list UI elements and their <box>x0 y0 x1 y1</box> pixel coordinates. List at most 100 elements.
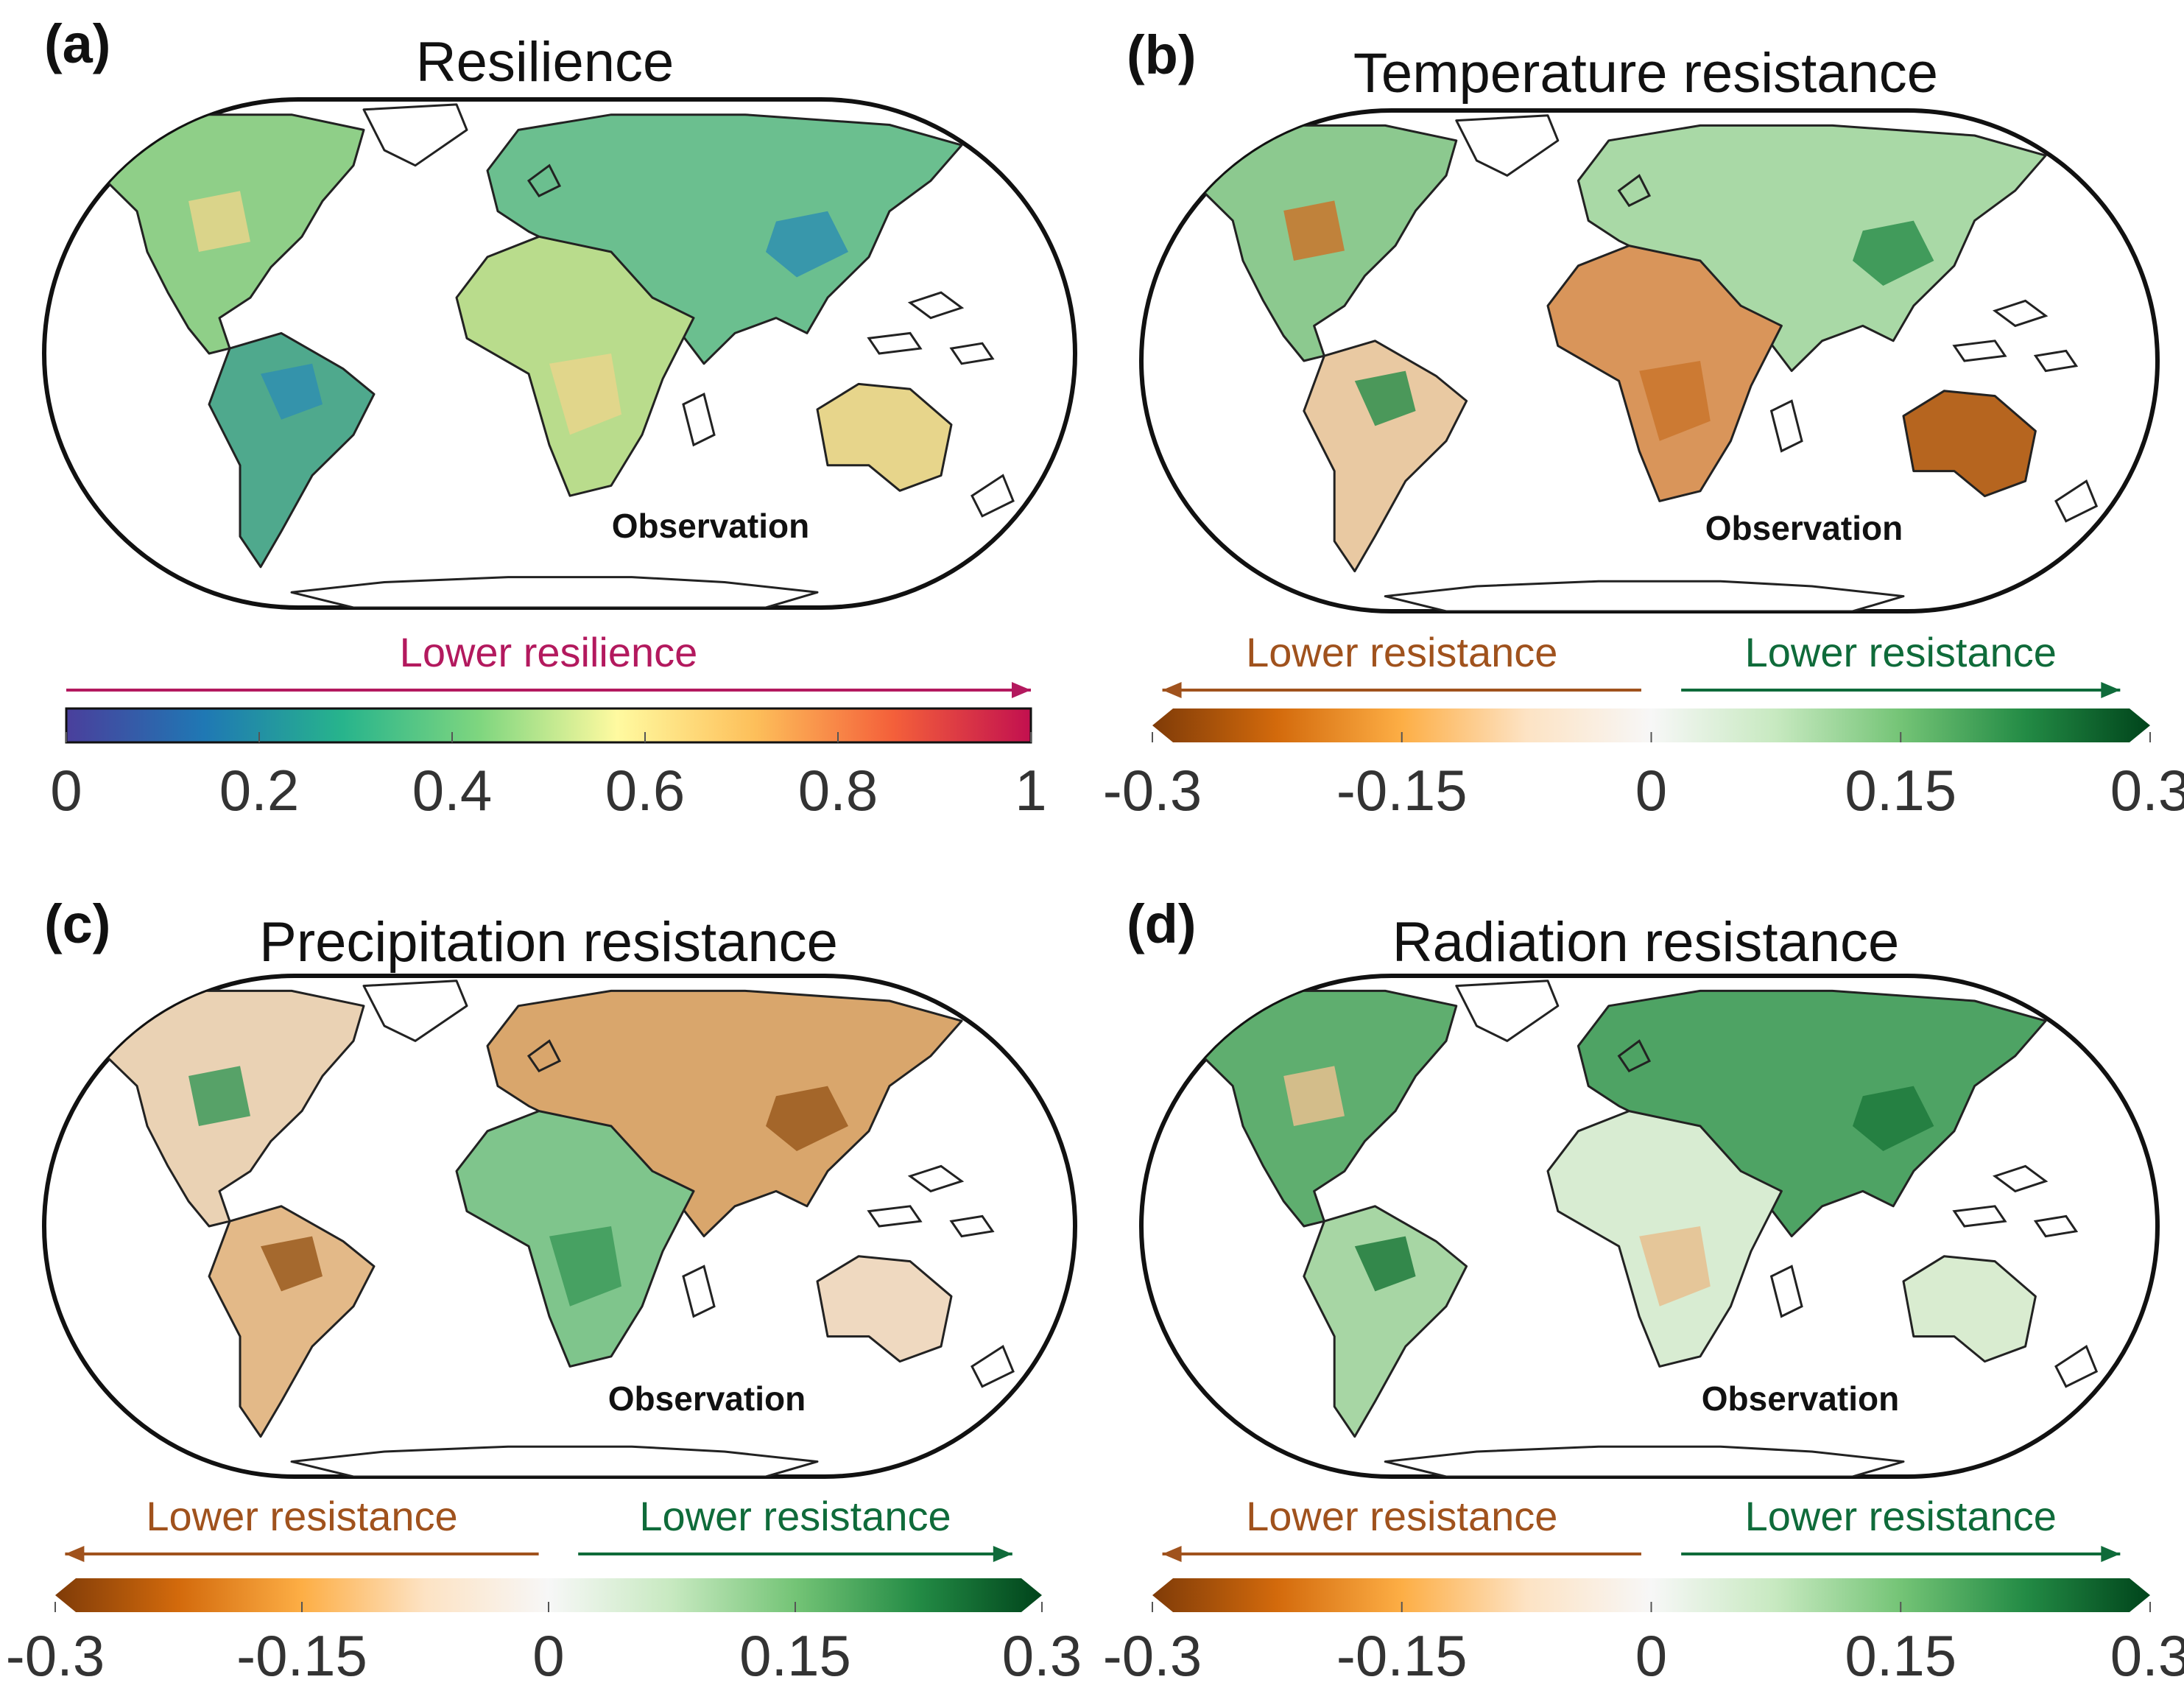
island-outline <box>682 1265 716 1318</box>
value-patch <box>261 363 323 420</box>
value-patch <box>1354 370 1416 426</box>
value-patch <box>549 1226 621 1307</box>
island-outline <box>2054 479 2099 523</box>
landmass-australia <box>816 1255 953 1363</box>
arrow-head <box>2101 1546 2121 1562</box>
colorbar-tick-label: 0.3 <box>2110 758 2184 823</box>
arrow-label: Lower resistance <box>1745 629 2057 675</box>
island-outline <box>526 1039 562 1073</box>
arrow-head <box>1162 1546 1182 1562</box>
colorbar-tick-label: 0.8 <box>798 758 878 823</box>
landmass-south-america <box>1303 340 1468 573</box>
island-outline <box>867 331 923 355</box>
island-outline <box>1617 174 1652 208</box>
value-patch <box>261 1236 323 1292</box>
landmass-greenland <box>1455 114 1560 177</box>
value-patch <box>1639 361 1711 441</box>
map-layer <box>1201 980 2099 1477</box>
colorbar-tick-label: 0.3 <box>1002 1623 1082 1688</box>
panel-title: Temperature resistance <box>1353 42 1938 105</box>
colorbar-tick-label: 0.15 <box>739 1623 851 1688</box>
colorbar-tick-label: 0 <box>532 1623 564 1688</box>
colorbar-tick-label: -0.15 <box>236 1623 367 1688</box>
value-patch <box>549 354 621 435</box>
landmass-south-america <box>1303 1205 1468 1438</box>
landmass-greenland <box>362 103 468 167</box>
arrow-label: Lower resilience <box>400 629 698 675</box>
arrow-head <box>1162 682 1182 698</box>
arrow-label: Lower resistance <box>1246 629 1557 675</box>
value-patch <box>1639 1226 1711 1307</box>
island-outline <box>867 1205 923 1228</box>
colorbar <box>65 707 1032 744</box>
island-outline <box>1952 1205 2007 1228</box>
island-outline <box>526 163 562 198</box>
panel-title: Radiation resistance <box>1392 911 1900 974</box>
arrow-label: Lower resistance <box>1246 1493 1557 1539</box>
landmass-south-america <box>208 331 376 569</box>
value-patch <box>189 1066 250 1126</box>
island-outline <box>949 342 995 365</box>
map-layer <box>105 980 1015 1477</box>
panel-d: (d) Radiation resistance Observation -0.3 -0… <box>1103 893 2184 1688</box>
island-outline <box>971 474 1015 518</box>
island-outline <box>971 1344 1015 1388</box>
panel-c: (c) Precipitation resistance Observation -0… <box>6 893 1082 1688</box>
island-outline <box>1992 299 2049 328</box>
landmass-antarctica <box>290 1445 819 1477</box>
arrow-head <box>1012 682 1031 698</box>
island-outline <box>907 291 965 320</box>
observation-label: Observation <box>1705 509 1903 547</box>
island-outline <box>949 1214 995 1238</box>
landmass-greenland <box>362 980 468 1042</box>
colorbar-tick-label: 1 <box>1015 758 1046 823</box>
island-outline <box>2054 1344 2099 1388</box>
value-patch <box>766 1086 848 1151</box>
panel-letter: (c) <box>44 893 110 954</box>
colorbar-tick-label: 0.15 <box>1845 758 1956 823</box>
observation-label: Observation <box>1702 1379 1899 1418</box>
colorbar-tick-label: -0.15 <box>1336 758 1468 823</box>
value-patch <box>766 211 848 278</box>
island-outline <box>1769 1265 1803 1318</box>
colorbar-tick-label: 0.2 <box>219 758 299 823</box>
landmass-south-america <box>208 1205 376 1438</box>
colorbar-tick-label: 0 <box>1635 758 1667 823</box>
colorbar-tick-label: 0.3 <box>2110 1623 2184 1688</box>
colorbar-tick-label: 0 <box>50 758 82 823</box>
panel-letter: (a) <box>44 13 110 74</box>
island-outline <box>907 1164 965 1193</box>
map-layer <box>1201 114 2099 611</box>
colorbar-tick-label: 0.6 <box>605 758 685 823</box>
value-patch <box>1283 200 1345 261</box>
colorbar-tick-label: -0.3 <box>1103 1623 1202 1688</box>
island-outline <box>1769 399 1803 453</box>
observation-label: Observation <box>612 507 809 545</box>
value-patch <box>1853 220 1934 286</box>
value-patch <box>1283 1066 1345 1126</box>
value-patch <box>189 191 250 252</box>
island-outline <box>1992 1164 2049 1193</box>
landmass-antarctica <box>1384 1445 1905 1477</box>
arrow-label: Lower resistance <box>639 1493 951 1539</box>
arrow-head <box>2101 682 2121 698</box>
arrow-head <box>993 1546 1012 1562</box>
colorbar-tick-label: 0.4 <box>412 758 492 823</box>
arrow-head <box>65 1546 85 1562</box>
colorbar-tick-label: -0.15 <box>1336 1623 1468 1688</box>
panel-a: (a) Resilience Observation 0 0.2 0.4 0.6 0.8 1 Lo… <box>42 13 1077 823</box>
map-layer <box>105 103 1015 608</box>
observation-label: Observation <box>608 1379 806 1418</box>
island-outline <box>682 393 716 447</box>
colorbar-tick-label: -0.3 <box>1103 758 1202 823</box>
landmass-greenland <box>1455 980 1560 1042</box>
island-outline <box>2033 1214 2079 1238</box>
colorbar-tick-label: 0 <box>1635 1623 1667 1688</box>
island-outline <box>1617 1039 1652 1073</box>
landmass-antarctica <box>1384 580 1905 611</box>
value-patch <box>1853 1086 1934 1151</box>
panel-title: Precipitation resistance <box>259 911 838 974</box>
landmass-australia <box>816 382 953 492</box>
panel-letter: (b) <box>1127 24 1197 85</box>
